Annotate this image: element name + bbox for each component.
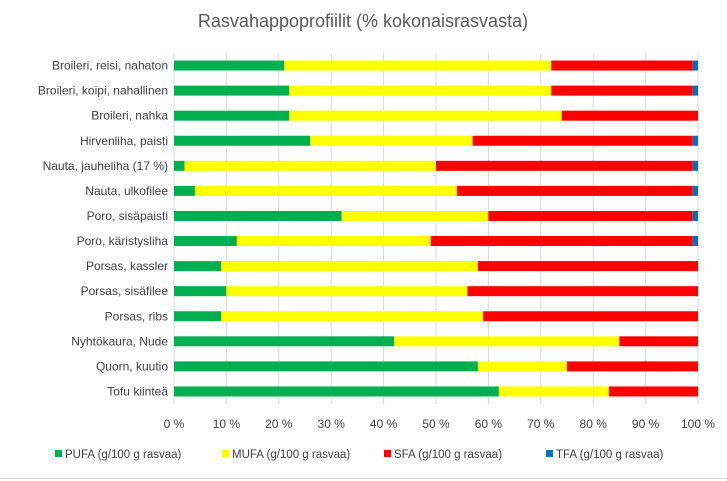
bar-segment <box>483 311 698 322</box>
legend-swatch <box>222 450 229 457</box>
bar-segment <box>174 185 195 196</box>
bar-segment <box>174 236 237 247</box>
bar-segment <box>472 135 693 146</box>
category-label: Broileri, koipi, nahallinen <box>38 84 168 98</box>
bar-segment <box>692 160 698 171</box>
bar-segment <box>692 185 698 196</box>
bar-segment <box>289 110 562 121</box>
bars <box>174 60 698 397</box>
legend-swatch <box>384 450 391 457</box>
bar-segment <box>551 85 693 96</box>
bar-segment <box>561 110 698 121</box>
bar-segment <box>430 236 693 247</box>
bar-segment <box>289 85 552 96</box>
bar-segment <box>477 361 567 372</box>
legend-label: TFA (g/100 g rasvaa) <box>556 449 664 461</box>
bar-segment <box>467 286 698 297</box>
legend-label: SFA (g/100 g rasvaa) <box>394 449 502 461</box>
bar-segment <box>174 261 222 272</box>
bar-segment <box>174 311 222 322</box>
x-tick-label: 90 % <box>632 417 660 431</box>
category-label: Porsas, sisäfilee <box>81 284 169 298</box>
frame-bottom-border <box>0 478 727 479</box>
bar-segment <box>692 236 698 247</box>
bar-segment <box>174 85 290 96</box>
x-tick-label: 30 % <box>318 417 346 431</box>
bar-segment <box>310 135 473 146</box>
bar-segment <box>692 135 698 146</box>
bar-segment <box>692 210 698 221</box>
x-tick-label: 100 % <box>681 417 715 431</box>
bar-segment <box>551 60 693 71</box>
x-axis-ticks: 0 % 10 % 20 % 30 % 40 % 50 % 60 % 70 % 80 % 90 % 1… <box>164 417 716 431</box>
category-label: Nauta, jauheliha (17 %) <box>43 159 168 173</box>
legend-swatch <box>55 450 62 457</box>
bar-segment <box>184 160 436 171</box>
category-label: Porsas, ribs <box>105 309 168 323</box>
legend-item: MUFA (g/100 g rasvaa) <box>222 449 350 461</box>
category-label: Quorn, kuutio <box>96 359 168 373</box>
x-tick-label: 60 % <box>475 417 503 431</box>
category-labels: Broileri, reisi, nahaton Broileri, koipi,… <box>38 59 168 399</box>
bar-segment <box>692 60 698 71</box>
bar-segment <box>341 210 489 221</box>
bar-segment <box>692 85 698 96</box>
category-label: Poro, käristysliha <box>77 234 169 248</box>
bar-segment <box>174 286 227 297</box>
bar-segment <box>608 386 698 397</box>
bar-segment <box>221 261 478 272</box>
bar-segment <box>284 60 552 71</box>
x-tick-label: 70 % <box>527 417 555 431</box>
bar-segment <box>498 386 609 397</box>
category-label: Hirvenliha, paisti <box>80 134 168 148</box>
bar-segment <box>456 185 693 196</box>
category-label: Porsas, kassler <box>86 259 168 273</box>
bar-segment <box>174 336 395 347</box>
legend-label: MUFA (g/100 g rasvaa) <box>232 449 350 461</box>
gridlines <box>173 53 699 404</box>
legend-item: TFA (g/100 g rasvaa) <box>546 449 664 461</box>
bar-segment <box>567 361 698 372</box>
category-label: Tofu kiinteä <box>107 384 168 398</box>
bar-segment <box>226 286 468 297</box>
bar-segment <box>174 160 185 171</box>
bar-segment <box>174 110 290 121</box>
x-tick-label: 0 % <box>164 417 185 431</box>
legend-label: PUFA (g/100 g rasvaa) <box>65 449 182 461</box>
bar-segment <box>174 386 499 397</box>
bar-segment <box>488 210 693 221</box>
category-label: Broileri, nahka <box>91 109 168 123</box>
bar-segment <box>221 311 484 322</box>
category-label: Poro, sisäpaisti <box>87 209 168 223</box>
bar-segment <box>194 185 457 196</box>
category-label: Nyhtökaura, Nude <box>71 334 168 348</box>
legend: PUFA (g/100 g rasvaa) MUFA (g/100 g rasva… <box>55 449 664 461</box>
x-tick-label: 80 % <box>580 417 608 431</box>
x-tick-label: 20 % <box>265 417 293 431</box>
bar-segment <box>174 210 342 221</box>
chart-title: Rasvahappoprofiilit (% kokonaisrasvasta) <box>198 11 528 31</box>
bar-segment <box>394 336 620 347</box>
bar-segment <box>174 60 285 71</box>
bar-segment <box>174 361 478 372</box>
x-tick-label: 50 % <box>422 417 450 431</box>
bar-segment <box>436 160 693 171</box>
bar-segment <box>619 336 698 347</box>
legend-item: PUFA (g/100 g rasvaa) <box>55 449 182 461</box>
category-label: Nauta, ulkofilee <box>85 184 168 198</box>
legend-item: SFA (g/100 g rasvaa) <box>384 449 502 461</box>
legend-swatch <box>546 450 553 457</box>
bar-segment <box>236 236 431 247</box>
x-tick-label: 40 % <box>370 417 398 431</box>
category-label: Broileri, reisi, nahaton <box>52 59 168 73</box>
x-tick-label: 10 % <box>213 417 241 431</box>
bar-segment <box>174 135 311 146</box>
bar-segment <box>477 261 698 272</box>
